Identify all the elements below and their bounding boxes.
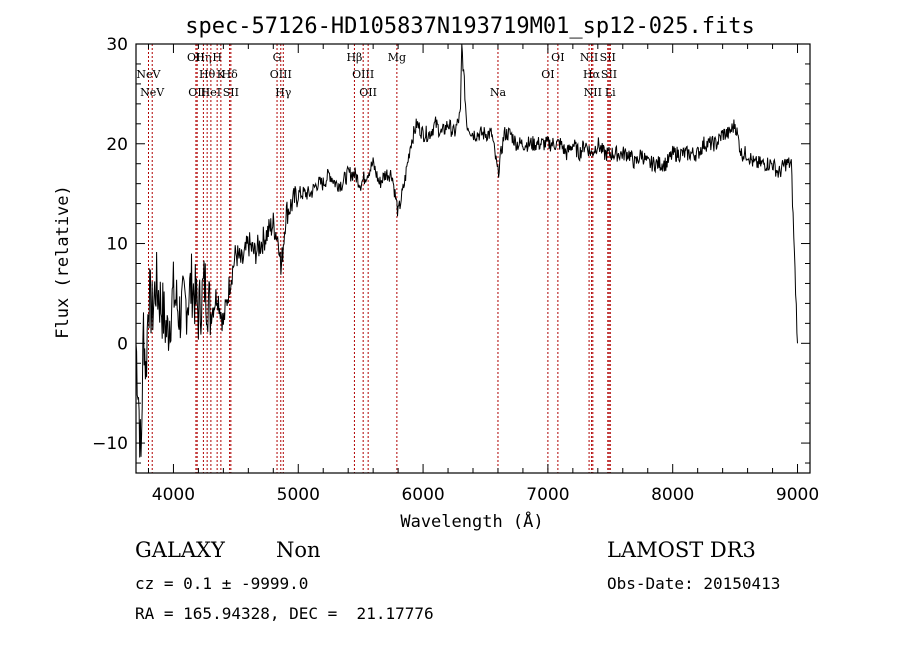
class-label: GALAXY (135, 538, 225, 562)
line-marker-label-20: OI (551, 51, 564, 64)
line-markers: NeVNeVOIIOIIHηHθHeIHKHδSIIGOIIIHγHβOIIIO… (136, 44, 617, 473)
line-marker-label-26: Li (605, 86, 616, 99)
line-marker-label-6: HeI (201, 86, 221, 99)
subclass-label: Non (276, 538, 321, 562)
y-tick-label-1: 0 (117, 334, 128, 354)
line-marker-label-4: Hη (195, 51, 211, 64)
line-marker-label-21: NII (580, 51, 598, 64)
line-marker-label-18: Na (490, 86, 507, 99)
chart-title: spec-57126-HD105837N193719M01_sp12-025.f… (185, 14, 755, 39)
spectrum-series (135, 43, 798, 458)
coordinates: RA = 165.94328, DEC = 21.17776 (135, 604, 434, 623)
line-marker-label-5: Hθ (199, 68, 216, 81)
y-axis: −10 0 10 20 30 (92, 35, 810, 464)
x-tick-label-0: 4000 (152, 485, 195, 505)
x-tick-label-5: 9000 (776, 485, 819, 505)
obs-date: Obs-Date: 20150413 (607, 574, 781, 593)
y-tick-label-0: −10 (92, 434, 128, 454)
y-tick-label-3: 20 (106, 135, 128, 155)
line-marker-label-23: NII (584, 86, 602, 99)
line-marker-label-22: Hα (583, 68, 601, 81)
line-marker-label-19: OI (541, 68, 554, 81)
x-tick-label-1: 5000 (277, 485, 320, 505)
line-marker-label-13: Hγ (275, 86, 292, 99)
line-marker-label-25: SII (601, 68, 617, 81)
line-marker-label-2: OII (187, 51, 205, 64)
cz-value: cz = 0.1 ± -9999.0 (135, 574, 309, 593)
y-tick-label-2: 10 (106, 235, 128, 255)
spectrum-chart: spec-57126-HD105837N193719M01_sp12-025.f… (53, 14, 819, 532)
line-marker-label-7: H (212, 51, 222, 64)
x-tick-label-3: 7000 (526, 485, 569, 505)
line-marker-label-3: OII (188, 86, 206, 99)
line-marker-label-17: Mg (388, 51, 406, 64)
y-tick-label-4: 30 (106, 35, 128, 55)
line-marker-label-11: G (273, 51, 282, 64)
x-tick-label-2: 6000 (401, 485, 444, 505)
spectrum-line (135, 43, 798, 458)
line-marker-label-1: NeV (140, 86, 165, 99)
line-marker-label-10: SII (223, 86, 239, 99)
x-axis-title: Wavelength (Å) (400, 510, 543, 532)
x-tick-label-4: 8000 (651, 485, 694, 505)
x-axis: 4000 5000 6000 7000 8000 9000 (147, 44, 819, 505)
line-marker-label-15: OIII (352, 68, 374, 81)
y-axis-title: Flux (relative) (53, 185, 73, 339)
line-marker-label-16: OII (359, 86, 377, 99)
survey-label: LAMOST DR3 (607, 538, 756, 562)
line-marker-label-24: SII (600, 51, 616, 64)
line-marker-label-12: OIII (270, 68, 292, 81)
line-marker-label-0: NeV (136, 68, 161, 81)
line-marker-label-9: Hδ (222, 68, 239, 81)
line-marker-label-14: Hβ (346, 51, 362, 64)
line-marker-label-8: K (217, 68, 226, 81)
